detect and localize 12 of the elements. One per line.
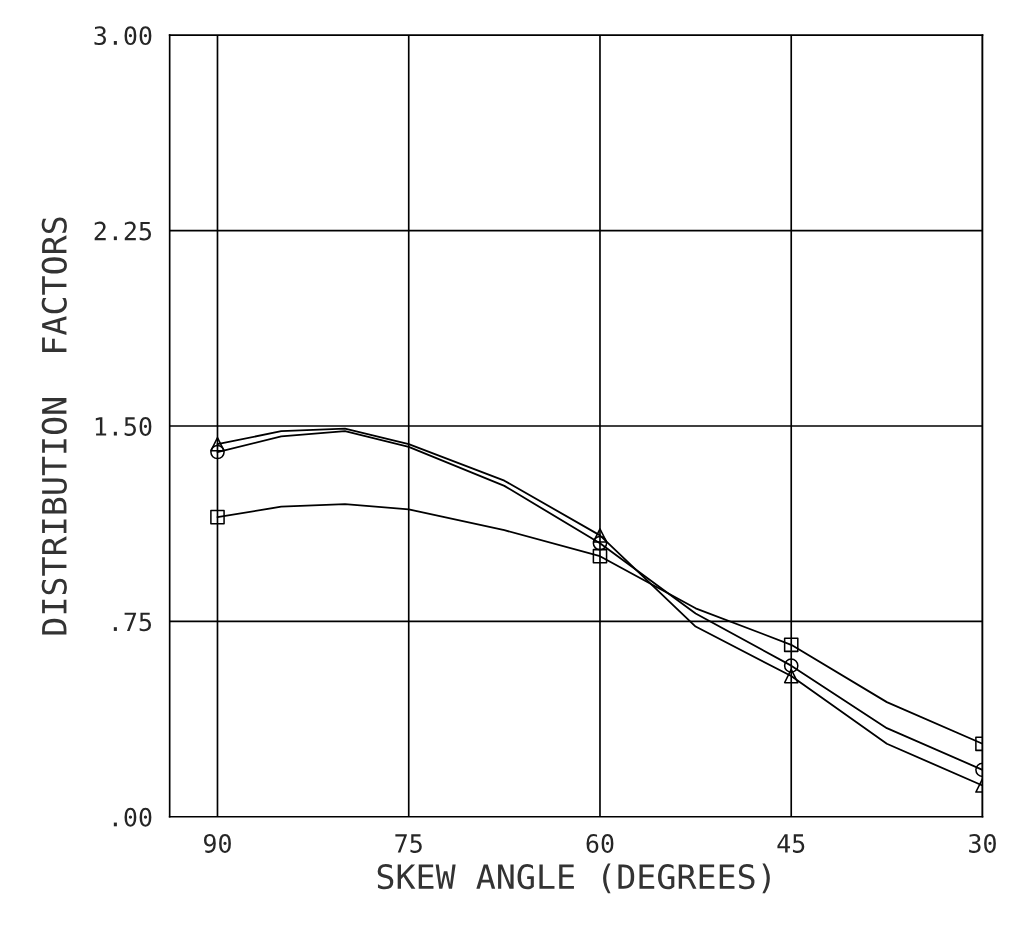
- x-axis-title: SKEW ANGLE (DEGREES): [377, 863, 770, 894]
- x-tick-label: 45: [777, 834, 805, 853]
- x-tick-label: 90: [203, 833, 231, 853]
- y-tick-label: 2.25: [94, 221, 152, 241]
- x-tick-label: 75: [395, 834, 422, 853]
- y-tick-label: 3.00: [94, 26, 152, 46]
- y-tick-label: .75: [113, 612, 152, 632]
- x-tick-label: 30: [969, 833, 996, 853]
- y-axis-title: DISTRIBUTION FACTORS: [41, 217, 67, 635]
- y-tick-label: .00: [113, 807, 152, 827]
- y-tick-label: 1.50: [95, 416, 152, 436]
- x-tick-label: 60: [586, 833, 614, 853]
